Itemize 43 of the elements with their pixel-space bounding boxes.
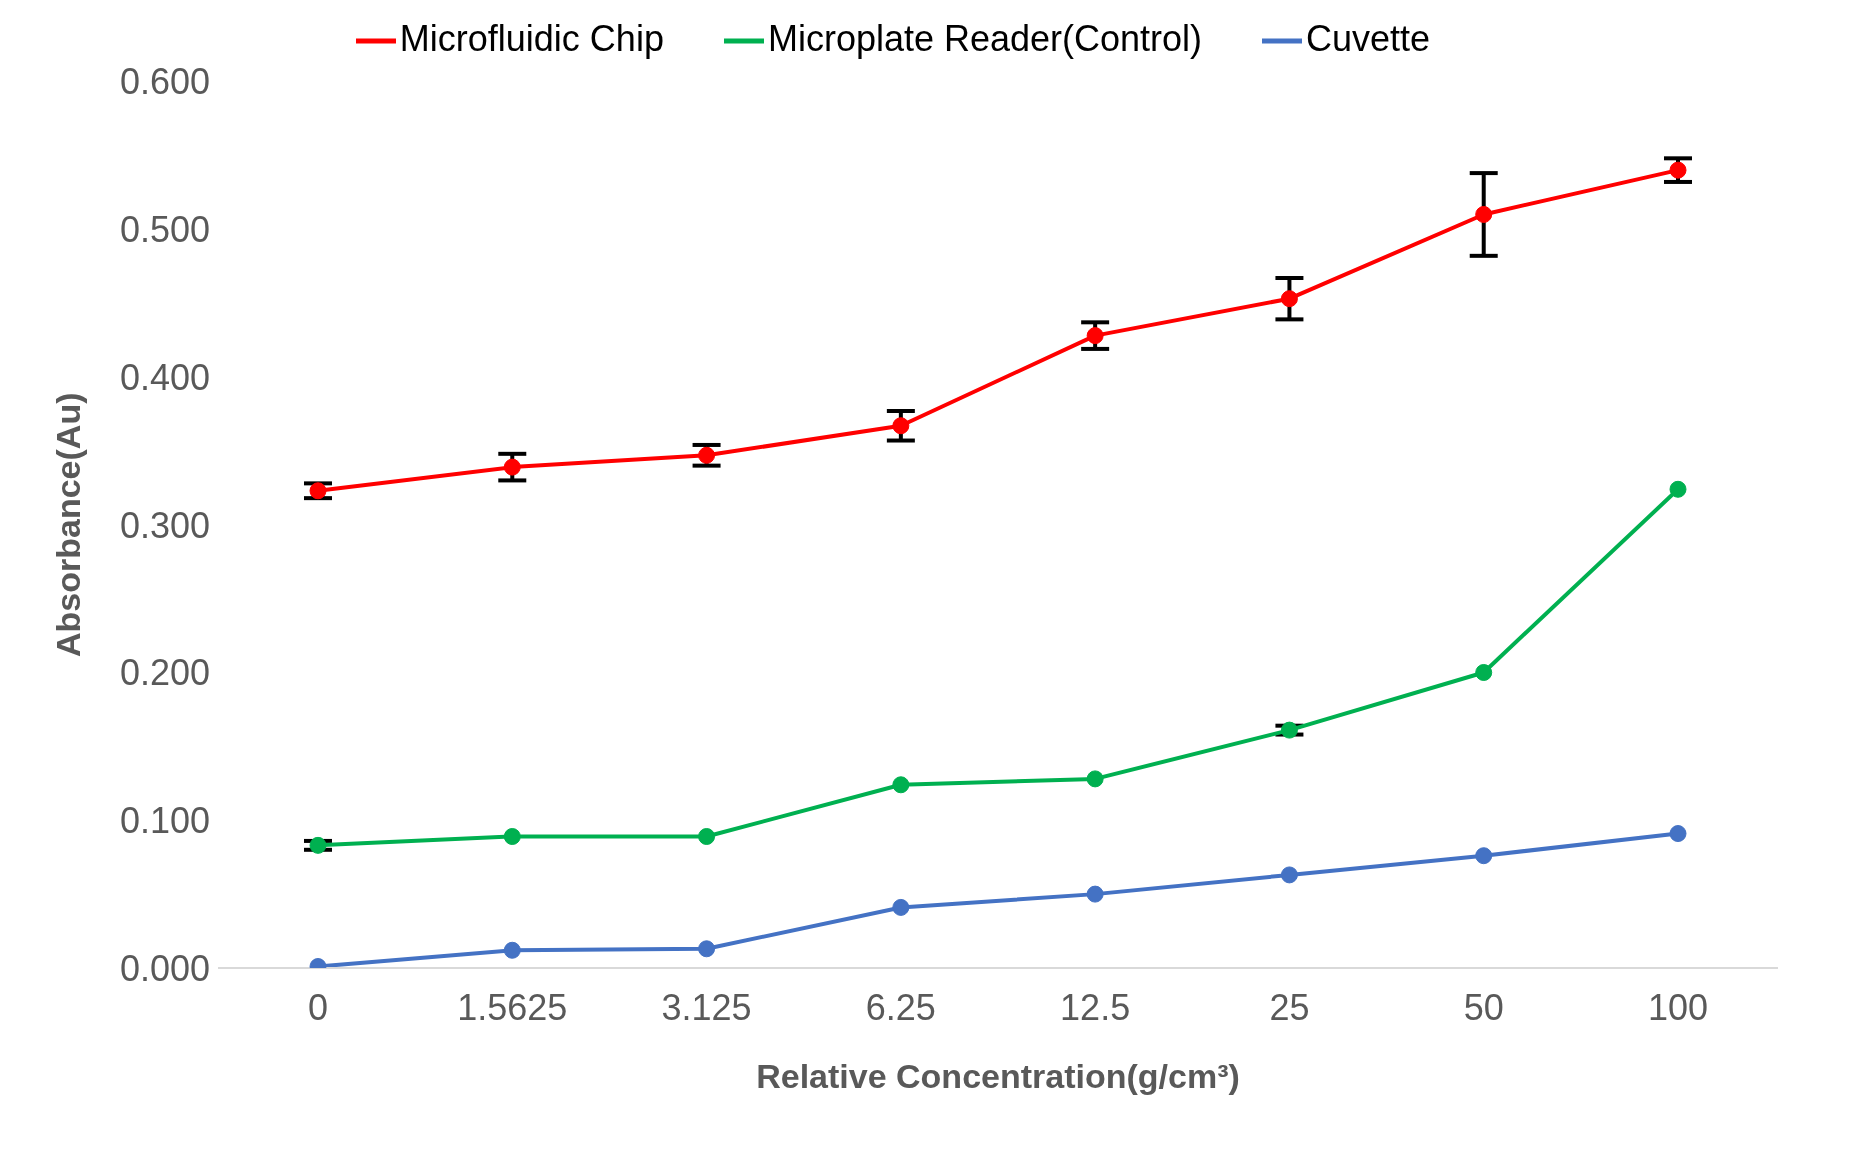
x-tick-label: 25 — [1269, 986, 1310, 1028]
point — [892, 417, 910, 435]
point — [1669, 825, 1687, 843]
y-tick-label: 0.100 — [119, 800, 210, 842]
x-tick-label: 6.25 — [865, 986, 936, 1028]
point — [1280, 866, 1298, 884]
point — [892, 776, 910, 794]
point — [503, 458, 521, 476]
x-tick-label: 12.5 — [1060, 986, 1131, 1028]
y-tick-label: 0.000 — [119, 947, 210, 989]
x-tick-label: 50 — [1463, 986, 1504, 1028]
point — [698, 940, 716, 958]
x-tick-label: 0 — [307, 986, 329, 1028]
legend-label: Microfluidic Chip — [399, 18, 664, 59]
point — [1086, 885, 1104, 903]
point — [698, 828, 716, 845]
point — [892, 898, 910, 916]
point — [1280, 721, 1298, 739]
point — [1086, 770, 1104, 788]
point — [1669, 480, 1687, 498]
point — [503, 828, 521, 845]
point — [1475, 205, 1493, 223]
point — [309, 836, 327, 854]
x-axis-title: Relative Concentration(g/cm³) — [756, 1057, 1240, 1095]
point — [1280, 290, 1298, 308]
y-tick-label: 0.600 — [119, 61, 210, 103]
point — [1475, 664, 1493, 681]
y-tick-label: 0.500 — [119, 209, 210, 251]
legend-label: Microplate Reader(Control) — [767, 18, 1203, 59]
x-tick-label: 1.5625 — [457, 986, 568, 1028]
x-tick-label: 3.125 — [661, 986, 752, 1028]
point — [698, 446, 716, 464]
point — [503, 941, 521, 959]
y-tick-label: 0.200 — [119, 652, 210, 694]
point — [1669, 161, 1687, 179]
y-tick-label: 0.400 — [119, 356, 210, 398]
point — [1086, 327, 1104, 345]
y-axis-title: Absorbance(Au) — [49, 392, 88, 657]
x-tick-label: 100 — [1647, 986, 1709, 1028]
point — [1475, 847, 1493, 865]
legend-label: Cuvette — [1306, 18, 1431, 59]
point — [309, 482, 327, 500]
y-tick-label: 0.300 — [119, 504, 210, 546]
